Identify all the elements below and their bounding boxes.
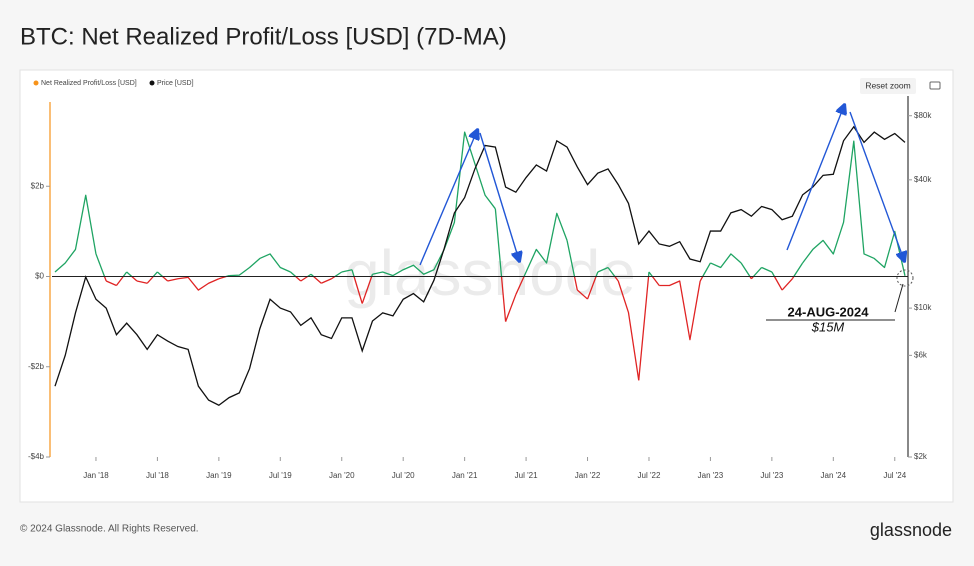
y-tick-label: -$4b bbox=[28, 452, 45, 461]
x-tick-label: Jan '24 bbox=[821, 471, 847, 480]
x-tick-label: Jul '19 bbox=[269, 471, 292, 480]
x-tick-label: Jul '23 bbox=[760, 471, 783, 480]
x-tick-label: Jan '21 bbox=[452, 471, 478, 480]
chart-title: BTC: Net Realized Profit/Loss [USD] (7D-… bbox=[20, 23, 507, 50]
x-tick-label: Jan '18 bbox=[83, 471, 109, 480]
legend: Net Realized Profit/Loss [USD] Price [US… bbox=[34, 80, 194, 87]
y-tick-label: -$2b bbox=[28, 362, 45, 371]
watermark: glassnode bbox=[344, 237, 636, 309]
y2-tick-label: $10k bbox=[914, 303, 932, 312]
y-tick-label: $2b bbox=[31, 181, 45, 190]
reset-zoom-label[interactable]: Reset zoom bbox=[865, 80, 910, 90]
legend-dot bbox=[150, 81, 155, 86]
legend-label: Net Realized Profit/Loss [USD] bbox=[41, 80, 137, 87]
y2-tick-label: $40k bbox=[914, 175, 932, 184]
y2-tick-label: $80k bbox=[914, 111, 932, 120]
x-tick-label: Jul '21 bbox=[515, 471, 538, 480]
x-tick-label: Jul '24 bbox=[883, 471, 906, 480]
x-tick-label: Jul '22 bbox=[638, 471, 661, 480]
y2-tick-label: $6k bbox=[914, 350, 928, 359]
x-tick-label: Jan '23 bbox=[698, 471, 724, 480]
x-tick-label: Jul '20 bbox=[392, 471, 415, 480]
x-tick-label: Jul '18 bbox=[146, 471, 169, 480]
x-tick-label: Jan '22 bbox=[575, 471, 601, 480]
footer-copyright: © 2024 Glassnode. All Rights Reserved. bbox=[20, 524, 199, 535]
legend-dot bbox=[34, 81, 39, 86]
annotation-value: $15M bbox=[811, 319, 845, 334]
x-tick-label: Jan '20 bbox=[329, 471, 355, 480]
y-tick-label: $0 bbox=[35, 272, 44, 281]
x-tick-label: Jan '19 bbox=[206, 471, 232, 480]
annotation-date: 24-AUG-2024 bbox=[788, 304, 870, 319]
y2-tick-label: $2k bbox=[914, 452, 928, 461]
legend-label: Price [USD] bbox=[157, 80, 194, 87]
footer-logo: glassnode bbox=[870, 520, 952, 540]
